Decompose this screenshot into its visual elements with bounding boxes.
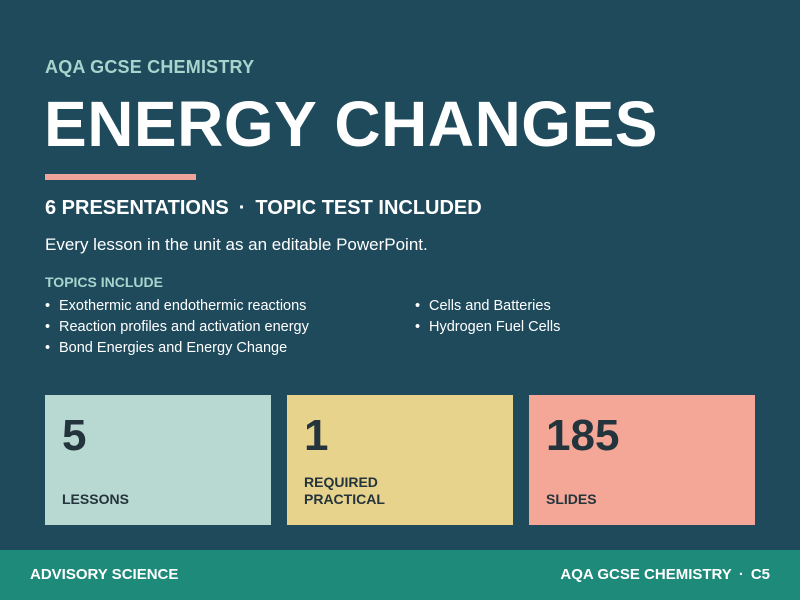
bullet-icon: • <box>415 319 421 335</box>
topics-list-right: • Cells and Batteries • Hydrogen Fuel Cell… <box>415 296 560 338</box>
subheading-separator: · <box>238 197 246 219</box>
footer-course-code: AQA GCSE CHEMISTRY · C5 <box>560 566 770 583</box>
course-kicker: AQA GCSE CHEMISTRY <box>45 57 255 77</box>
topic-text: Cells and Batteries <box>429 298 551 314</box>
page-title: ENERGY CHANGES <box>44 88 658 160</box>
description: Every lesson in the unit as an editable … <box>45 235 428 254</box>
footer-brand: ADVISORY SCIENCE <box>30 566 179 583</box>
list-item: • Hydrogen Fuel Cells <box>415 317 560 338</box>
footer-course: AQA GCSE CHEMISTRY <box>560 566 732 583</box>
topic-text: Reaction profiles and activation energy <box>59 319 309 335</box>
topic-text: Exothermic and endothermic reactions <box>59 298 307 314</box>
list-item: • Cells and Batteries <box>415 296 560 317</box>
stat-value: 185 <box>546 411 620 460</box>
bullet-icon: • <box>45 319 51 335</box>
footer-separator: · <box>738 566 744 583</box>
topic-text: Bond Energies and Energy Change <box>59 340 288 356</box>
topics-list-left: • Exothermic and endothermic reactions • R… <box>45 296 309 359</box>
list-item: • Reaction profiles and activation energy <box>45 317 309 338</box>
subheading: 6 PRESENTATIONS · TOPIC TEST INCLUDED <box>45 197 482 220</box>
subheading-topic-test: TOPIC TEST INCLUDED <box>255 197 482 219</box>
bullet-icon: • <box>45 340 51 356</box>
topic-text: Hydrogen Fuel Cells <box>429 319 561 335</box>
accent-divider <box>45 174 196 180</box>
list-item: • Exothermic and endothermic reactions <box>45 296 309 317</box>
stat-card-lessons: 5 LESSONS <box>45 395 271 525</box>
stat-label: REQUIRED PRACTICAL <box>304 474 385 507</box>
stat-value: 5 <box>62 411 87 460</box>
subheading-presentations: 6 PRESENTATIONS <box>45 197 229 219</box>
bullet-icon: • <box>415 298 421 314</box>
list-item: • Bond Energies and Energy Change <box>45 338 309 359</box>
footer-bar: ADVISORY SCIENCE AQA GCSE CHEMISTRY · C5 <box>0 550 800 600</box>
stat-label: LESSONS <box>62 491 129 507</box>
stat-card-required-practical: 1 REQUIRED PRACTICAL <box>287 395 513 525</box>
stat-value: 1 <box>304 411 329 460</box>
stat-label: SLIDES <box>546 491 597 507</box>
stat-card-slides: 185 SLIDES <box>529 395 755 525</box>
topics-label: TOPICS INCLUDE <box>45 274 163 290</box>
footer-unit: C5 <box>750 566 770 583</box>
bullet-icon: • <box>45 298 51 314</box>
